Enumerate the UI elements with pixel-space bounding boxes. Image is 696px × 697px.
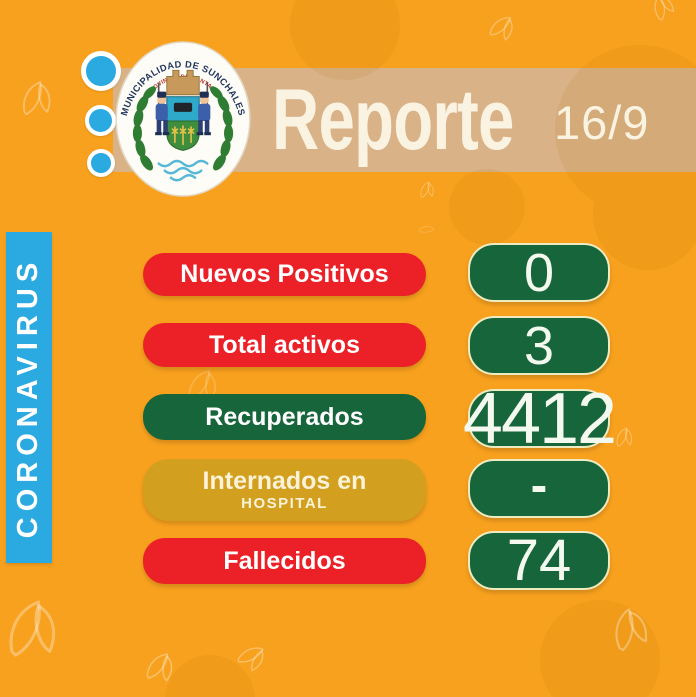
stat-label-text: Internados en — [202, 466, 367, 495]
crest-soldier-right — [196, 82, 211, 136]
stat-label-fallecidos: Fallecidos — [143, 538, 426, 584]
crest-soldier-left — [155, 82, 170, 136]
stat-value-nuevos-positivos: 0 — [468, 243, 610, 302]
laurel-left — [132, 86, 156, 171]
report-title-group: Reporte 16/9 — [272, 66, 696, 174]
stat-value-text: 3 — [523, 315, 555, 376]
dot-decoration-medium — [85, 105, 116, 136]
stat-value-total-activos: 3 — [468, 316, 610, 375]
stat-value-internados-hospital: - — [468, 459, 610, 518]
stat-value-text: 4412 — [462, 378, 617, 459]
report-date: 16/9 — [553, 95, 650, 149]
coronavirus-label: CORONAVIRUS — [12, 256, 45, 539]
stat-label-text: Nuevos Positivos — [180, 260, 389, 289]
crest-waves — [157, 159, 209, 182]
stat-label-recuperados: Recuperados — [143, 394, 426, 440]
dot-decoration-large — [81, 51, 121, 91]
stat-value-text: 74 — [506, 527, 572, 593]
municipality-crest-logo: MUNICIPALIDAD DE SUNCHALES PROVINCIA DE … — [115, 41, 251, 197]
stat-label-text: Recuperados — [205, 402, 364, 431]
stat-label-text: Fallecidos — [223, 546, 346, 575]
dot-decoration-small — [87, 149, 115, 177]
stat-value-fallecidos: 74 — [468, 531, 610, 590]
stat-label-text: Total activos — [209, 330, 360, 359]
stat-sublabel-text: HOSPITAL — [241, 495, 328, 513]
laurel-right — [210, 86, 234, 171]
stat-label-nuevos-positivos: Nuevos Positivos — [143, 253, 426, 296]
stat-value-recuperados: 4412 — [463, 383, 617, 455]
stat-label-internados-hospital: Internados en HOSPITAL — [143, 459, 426, 521]
crest-castle — [166, 69, 200, 96]
report-title: Reporte — [272, 72, 514, 168]
stat-value-text: 0 — [523, 242, 555, 303]
crest-shield — [166, 96, 200, 151]
coronavirus-banner: CORONAVIRUS — [6, 232, 52, 563]
stat-label-total-activos: Total activos — [143, 323, 426, 367]
stat-value-text: - — [530, 456, 548, 513]
